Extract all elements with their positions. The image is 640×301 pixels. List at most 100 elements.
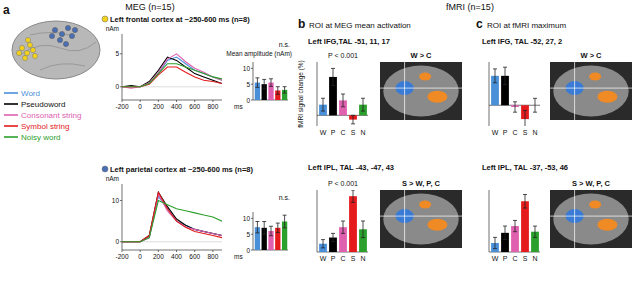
- y-axis-label: nAm: [106, 25, 119, 32]
- error-bar-cap: [262, 79, 266, 80]
- y-axis: [253, 212, 254, 250]
- x-tick-label: 200: [153, 103, 164, 110]
- section-title: fMRI (n=15): [446, 2, 494, 12]
- y-tick: [251, 68, 253, 69]
- legend-label: Pseudoword: [21, 100, 65, 109]
- error-bar-cap: [341, 94, 345, 95]
- error-bar-line: [535, 226, 536, 237]
- error-bar-cap: [503, 226, 507, 227]
- error-bar-line: [264, 222, 265, 235]
- chart-title: Left IPL, TAL -43, -47, 43: [308, 163, 394, 172]
- x-tick-label: 600: [189, 253, 200, 260]
- error-bar-cap: [331, 68, 335, 69]
- y-tick-label: 0: [246, 247, 250, 254]
- error-bar: [276, 87, 280, 95]
- legend-swatch: [4, 125, 18, 127]
- error-bar-cap: [255, 232, 259, 233]
- source-dot: [24, 50, 29, 55]
- error-bar-cap: [493, 82, 497, 83]
- error-bar-line: [271, 79, 272, 87]
- panel-title: ROI at MEG mean activation: [309, 21, 411, 30]
- error-bar-line: [271, 226, 272, 236]
- brain-slice: [550, 62, 632, 120]
- error-bar-cap: [255, 221, 259, 222]
- x-tick-label: -200: [115, 103, 128, 110]
- brain-slice: [553, 65, 628, 116]
- error-bar-cap: [276, 232, 280, 233]
- x-axis: [122, 100, 222, 101]
- panel-label: b: [298, 17, 305, 31]
- brain-slice: [383, 193, 458, 244]
- error-bar-line: [525, 110, 526, 126]
- x-tick: [176, 100, 177, 102]
- y-axis: [122, 184, 123, 250]
- x-tick-label: N: [532, 129, 537, 136]
- roi-dot: [102, 16, 108, 22]
- x-tick-label: 600: [189, 103, 200, 110]
- activation-blob: [427, 219, 447, 231]
- error-bar: [513, 220, 517, 231]
- plot-area: [319, 190, 367, 252]
- crosshair: [550, 216, 632, 217]
- source-dot: [63, 41, 68, 46]
- y-tick: [120, 53, 122, 54]
- brain-image: [12, 21, 100, 79]
- error-bar-cap: [513, 220, 517, 221]
- series-line: [122, 57, 222, 87]
- error-bar: [351, 115, 355, 124]
- error-bar: [255, 78, 259, 88]
- chart-title: Left parietal cortex at ~250-600 ms (n=8…: [110, 165, 253, 174]
- error-bar: [523, 195, 527, 209]
- error-bar-cap: [283, 86, 287, 87]
- error-bar-cap: [513, 231, 517, 232]
- error-bar: [321, 240, 325, 248]
- source-dot: [32, 53, 37, 58]
- source-dot: [69, 33, 74, 38]
- error-bar: [493, 69, 497, 83]
- y-axis: [317, 190, 318, 252]
- x-tick-label: W: [492, 129, 499, 136]
- x-tick-label: 400: [171, 103, 182, 110]
- error-bar-cap: [351, 115, 355, 116]
- error-bar-cap: [503, 239, 507, 240]
- error-bar-cap: [321, 247, 325, 248]
- y-axis: [253, 62, 254, 100]
- chart-title: Left frontal cortex at ~250-600 ms (n=8): [110, 15, 250, 24]
- activation-blob: [589, 201, 601, 209]
- activation-blob: [597, 219, 617, 231]
- y-axis: [489, 190, 490, 252]
- brain-slice: [380, 62, 462, 120]
- error-bar-line: [525, 195, 526, 209]
- error-bar: [341, 94, 345, 107]
- error-bar-line: [284, 87, 285, 93]
- legend-label: Word: [21, 89, 40, 98]
- error-bar: [331, 68, 335, 85]
- x-tick-label: W: [320, 129, 327, 136]
- error-bar-cap: [276, 86, 280, 87]
- x-tick: [122, 250, 123, 252]
- error-bar-cap: [321, 239, 325, 240]
- error-bar: [321, 98, 325, 111]
- x-tick-label: N: [360, 255, 365, 262]
- error-bar-cap: [493, 248, 497, 249]
- x-tick-label: 400: [171, 253, 182, 260]
- x-tick-label: N: [360, 129, 365, 136]
- error-bar: [351, 190, 355, 202]
- error-bar: [503, 226, 507, 240]
- chart-title: Left IPL, TAL -37, -53, 46: [482, 163, 568, 172]
- error-bar-cap: [341, 233, 345, 234]
- error-bar: [493, 237, 497, 248]
- crosshair: [404, 190, 405, 248]
- error-bar-line: [343, 221, 344, 233]
- error-bar-line: [323, 240, 324, 248]
- legend-swatch: [4, 136, 18, 138]
- plot-area: [319, 68, 367, 123]
- y-tick: [251, 84, 253, 85]
- error-bar-line: [353, 190, 354, 202]
- x-tick-label: C: [340, 129, 345, 136]
- error-bar: [255, 222, 259, 233]
- crosshair: [574, 190, 575, 248]
- legend-label: Symbol string: [21, 122, 69, 131]
- error-bar-cap: [361, 98, 365, 99]
- activation-blob: [589, 73, 601, 81]
